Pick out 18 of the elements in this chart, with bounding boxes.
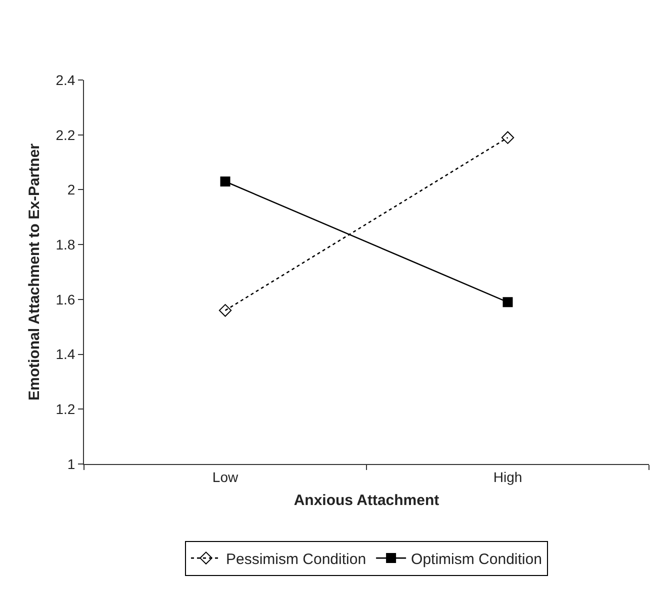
point <box>218 304 232 317</box>
y-tick-label: 1.8 <box>56 236 76 252</box>
y-axis-title: Emotional Attachment to Ex-Partner <box>26 143 43 400</box>
x-tick-label: Low <box>212 468 239 485</box>
y-tick-label: 1.6 <box>56 291 76 308</box>
y-tick-label: 2.2 <box>56 126 76 143</box>
y-tick-label: 2.4 <box>56 72 76 88</box>
legend-label: Pessimism Condition <box>226 550 366 568</box>
legend-label: Optimism Condition <box>411 550 542 568</box>
y-tick-label: 1.2 <box>56 401 76 418</box>
point <box>220 176 230 186</box>
y-tick-label: 1 <box>67 456 76 472</box>
y-tick-label: 1.4 <box>56 346 76 362</box>
point <box>501 131 514 144</box>
point <box>502 297 513 308</box>
x-tick-label: High <box>493 468 522 485</box>
x-axis-title: Anxious Attachment <box>294 492 440 509</box>
y-tick-label: 2 <box>67 182 76 198</box>
